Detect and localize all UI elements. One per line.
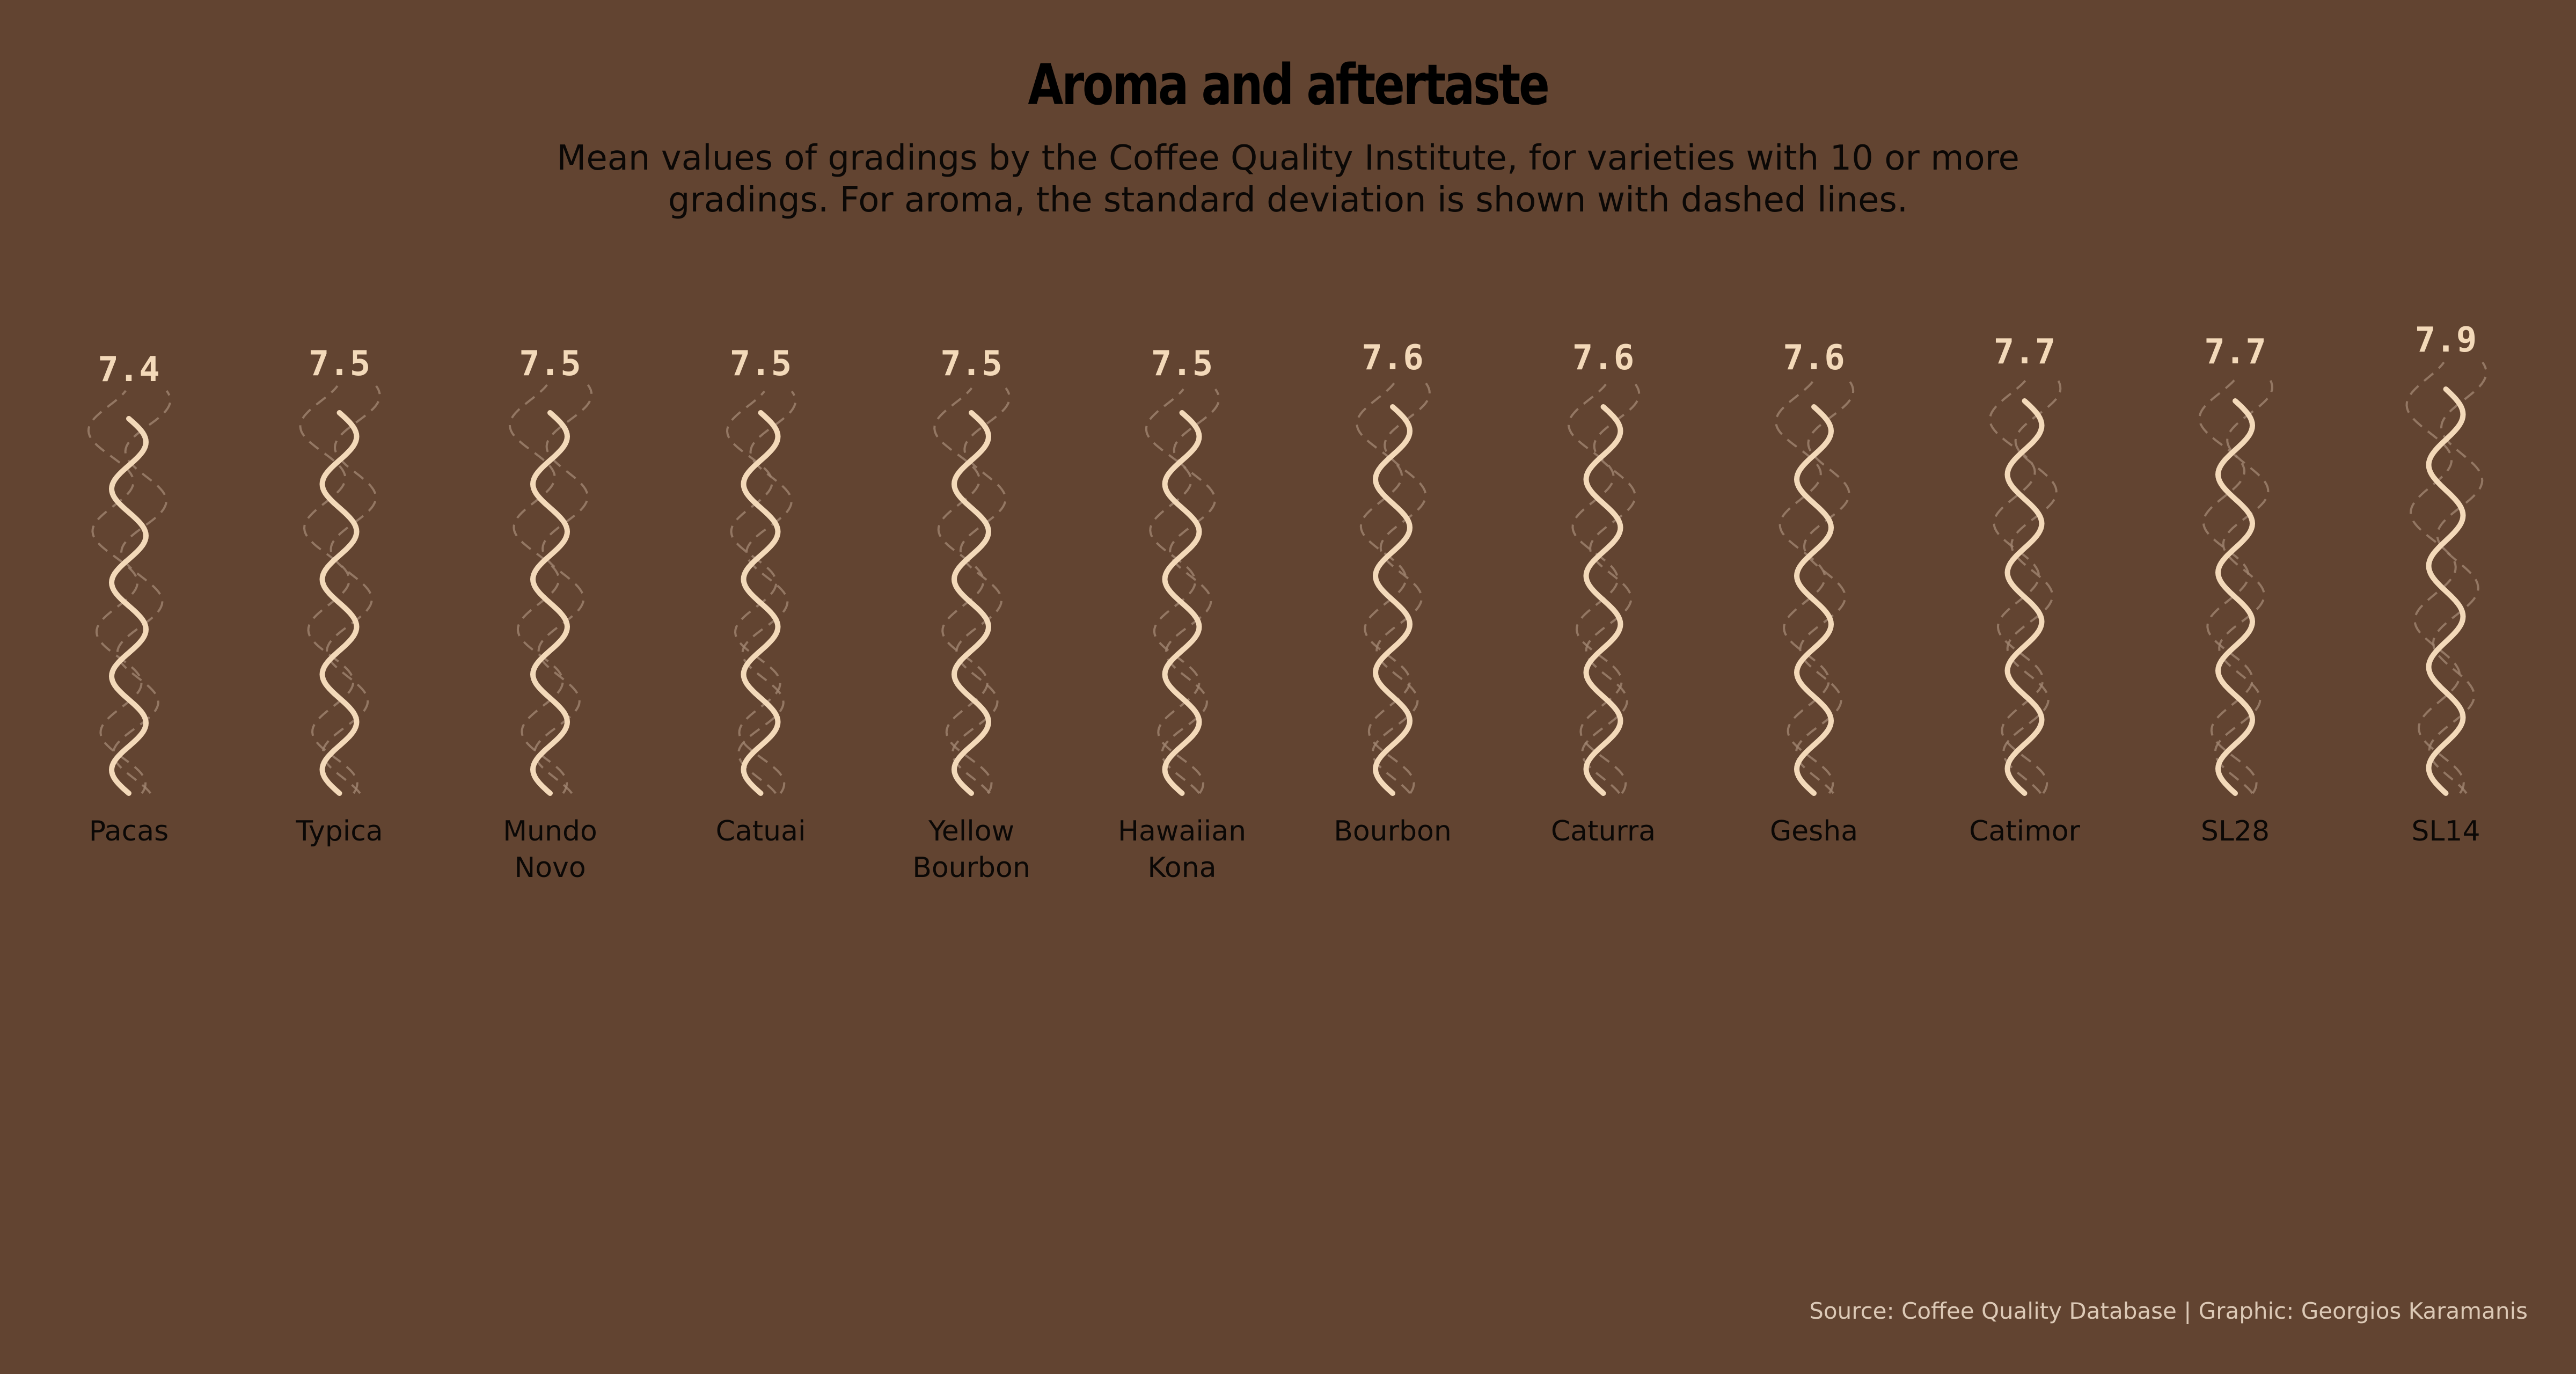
sd-wave-upper-1 (321, 385, 381, 794)
wave-series (87, 361, 2487, 796)
aroma-wave-5 (1162, 410, 1202, 796)
sd-wave-lower-7 (1567, 383, 1627, 794)
aroma-wave-6 (1372, 404, 1413, 796)
sd-wave-upper-0 (112, 390, 172, 794)
source-caption: Source: Coffee Quality Database | Graphi… (1809, 1298, 2528, 1324)
value-label-11: 7.9 (2415, 320, 2477, 360)
value-label-3: 7.5 (730, 344, 792, 384)
category-label-3: Catuai (716, 815, 806, 847)
value-label-2: 7.5 (519, 344, 581, 384)
aroma-wave-8 (1794, 404, 1834, 796)
sd-wave-lower-11 (2405, 361, 2465, 794)
value-label-6: 7.6 (1362, 338, 1424, 378)
sd-wave-upper-3 (737, 390, 797, 794)
sd-wave-upper-8 (1795, 380, 1855, 794)
category-label-9: Catimor (1969, 815, 2080, 847)
sd-wave-upper-4 (951, 387, 1011, 794)
value-label-9: 7.7 (1994, 332, 2056, 372)
category-label-10: SL28 (2201, 815, 2270, 847)
aroma-wave-4 (951, 410, 992, 796)
sd-wave-lower-10 (2198, 376, 2258, 794)
category-label-6: Bourbon (1334, 815, 1452, 847)
page-title: Aroma and aftertaste (1028, 52, 1549, 118)
sd-wave-lower-2 (508, 384, 568, 794)
category-labels: Pacas Typica Mundo Novo Catuai Yellow Bourbon H… (89, 815, 2480, 884)
page-subtitle: Mean values of gradings by the Coffee Qu… (557, 138, 2019, 220)
category-label-7: Caturra (1551, 815, 1656, 847)
aroma-wave-2 (530, 410, 570, 796)
sd-wave-lower-0 (87, 390, 147, 794)
aroma-wave-9 (2004, 398, 2045, 796)
value-label-10: 7.7 (2204, 332, 2266, 372)
value-label-4: 7.5 (940, 344, 1002, 384)
aroma-wave-11 (2426, 386, 2466, 796)
category-label-5: Hawaiian Kona (1118, 815, 1246, 884)
sd-wave-upper-2 (533, 384, 593, 794)
aroma-wave-1 (319, 410, 360, 796)
value-label-1: 7.5 (309, 344, 371, 384)
value-label-5: 7.5 (1151, 344, 1213, 384)
aroma-wave-7 (1583, 404, 1623, 796)
sd-wave-upper-5 (1161, 388, 1220, 794)
category-label-0: Pacas (89, 815, 169, 847)
sd-wave-lower-5 (1145, 388, 1205, 794)
sd-wave-lower-3 (726, 390, 786, 794)
sd-wave-upper-6 (1371, 382, 1431, 794)
value-label-0: 7.4 (98, 350, 160, 390)
value-labels: 7.4 7.5 7.5 7.5 7.5 7.5 7.6 7.6 7.6 7.7 7.7 7.9 (98, 320, 2477, 390)
sd-wave-upper-10 (2214, 376, 2273, 794)
category-label-2: Mundo Novo (503, 815, 597, 884)
category-label-1: Typica (295, 815, 383, 847)
sd-wave-upper-11 (2428, 361, 2487, 794)
sd-wave-lower-8 (1775, 380, 1834, 794)
category-label-4: Yellow Bourbon (912, 815, 1030, 884)
sd-wave-lower-9 (1988, 377, 2048, 794)
sd-wave-upper-7 (1581, 383, 1641, 794)
sd-wave-upper-9 (2002, 377, 2062, 794)
category-label-8: Gesha (1770, 815, 1858, 847)
value-label-7: 7.6 (1572, 338, 1635, 378)
category-label-11: SL14 (2411, 815, 2480, 847)
aroma-wave-0 (108, 416, 149, 796)
sd-wave-lower-4 (933, 387, 993, 794)
aroma-wave-10 (2215, 398, 2256, 796)
value-label-8: 7.6 (1783, 338, 1845, 378)
aroma-wave-3 (741, 410, 781, 796)
sd-wave-lower-1 (299, 385, 358, 794)
sd-wave-lower-6 (1356, 382, 1415, 794)
